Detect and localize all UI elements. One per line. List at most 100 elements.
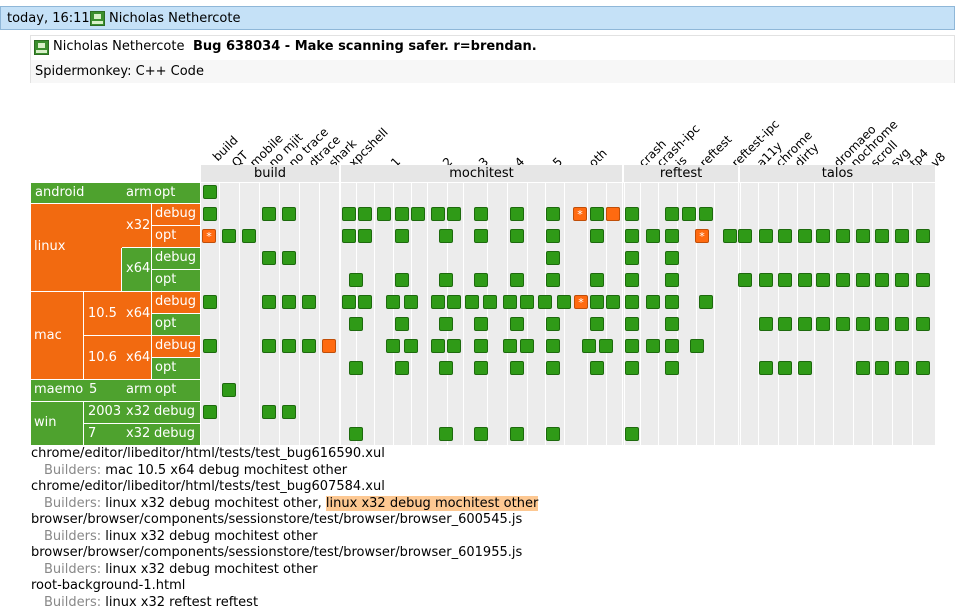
result-success[interactable] <box>203 339 217 353</box>
result-success[interactable] <box>510 361 524 375</box>
result-success[interactable] <box>738 273 752 287</box>
result-success[interactable] <box>439 361 453 375</box>
result-success[interactable] <box>875 273 889 287</box>
result-success[interactable] <box>798 361 812 375</box>
result-success[interactable] <box>646 339 660 353</box>
result-success[interactable] <box>875 317 889 331</box>
result-success[interactable] <box>759 361 773 375</box>
result-success[interactable] <box>665 317 679 331</box>
result-success[interactable] <box>625 427 639 441</box>
result-success[interactable] <box>439 229 453 243</box>
result-success[interactable] <box>875 361 889 375</box>
result-success[interactable] <box>262 339 276 353</box>
result-success[interactable] <box>395 229 409 243</box>
result-success[interactable] <box>282 207 296 221</box>
result-success[interactable] <box>386 295 400 309</box>
result-success[interactable] <box>222 383 236 397</box>
result-failure[interactable]: * <box>573 207 587 221</box>
result-success[interactable] <box>916 317 930 331</box>
result-success[interactable] <box>798 229 812 243</box>
result-success[interactable] <box>798 317 812 331</box>
result-success[interactable] <box>916 273 930 287</box>
result-success[interactable] <box>665 229 679 243</box>
result-success[interactable] <box>510 317 524 331</box>
result-failure[interactable] <box>322 339 336 353</box>
result-success[interactable] <box>262 295 276 309</box>
result-success[interactable] <box>606 295 620 309</box>
result-success[interactable] <box>520 295 534 309</box>
result-success[interactable] <box>358 229 372 243</box>
result-success[interactable] <box>916 229 930 243</box>
result-success[interactable] <box>625 207 639 221</box>
result-success[interactable] <box>342 229 356 243</box>
result-success[interactable] <box>465 295 479 309</box>
builder-link[interactable]: linux x32 reftest reftest <box>105 595 258 610</box>
result-success[interactable] <box>349 361 363 375</box>
result-success[interactable] <box>816 273 830 287</box>
result-success[interactable] <box>483 295 497 309</box>
result-success[interactable] <box>895 317 909 331</box>
result-success[interactable] <box>625 273 639 287</box>
result-success[interactable] <box>404 339 418 353</box>
result-success[interactable] <box>778 273 792 287</box>
result-success[interactable] <box>690 339 704 353</box>
result-success[interactable] <box>546 427 560 441</box>
commit-message[interactable]: Bug 638034 - Make scanning safer. r=bren… <box>193 39 537 54</box>
result-success[interactable] <box>856 273 870 287</box>
result-success[interactable] <box>582 339 596 353</box>
result-success[interactable] <box>377 207 391 221</box>
result-success[interactable] <box>431 207 445 221</box>
result-success[interactable] <box>439 317 453 331</box>
result-success[interactable] <box>836 229 850 243</box>
builder-link[interactable]: mac 10.5 x64 debug mochitest other <box>105 463 347 478</box>
result-success[interactable] <box>510 273 524 287</box>
result-success[interactable] <box>203 207 217 221</box>
result-success[interactable] <box>816 229 830 243</box>
builder-link[interactable]: linux x32 debug mochitest other, <box>105 496 322 511</box>
result-success[interactable] <box>665 273 679 287</box>
result-success[interactable] <box>546 361 560 375</box>
result-success[interactable] <box>203 185 217 199</box>
result-success[interactable] <box>386 339 400 353</box>
result-failure[interactable] <box>606 207 620 221</box>
result-success[interactable] <box>590 361 604 375</box>
result-success[interactable] <box>590 273 604 287</box>
result-success[interactable] <box>203 405 217 419</box>
result-success[interactable] <box>302 339 316 353</box>
result-success[interactable] <box>646 229 660 243</box>
result-success[interactable] <box>546 251 560 265</box>
result-success[interactable] <box>203 295 217 309</box>
result-success[interactable] <box>510 229 524 243</box>
result-success[interactable] <box>395 361 409 375</box>
result-success[interactable] <box>474 273 488 287</box>
result-success[interactable] <box>665 295 679 309</box>
result-failure[interactable]: * <box>695 229 709 243</box>
result-success[interactable] <box>503 295 517 309</box>
result-success[interactable] <box>856 317 870 331</box>
result-success[interactable] <box>590 317 604 331</box>
result-success[interactable] <box>474 339 488 353</box>
result-success[interactable] <box>625 317 639 331</box>
result-success[interactable] <box>395 273 409 287</box>
result-success[interactable] <box>759 317 773 331</box>
result-success[interactable] <box>699 207 713 221</box>
result-success[interactable] <box>474 317 488 331</box>
result-success[interactable] <box>520 339 534 353</box>
result-success[interactable] <box>759 229 773 243</box>
result-success[interactable] <box>625 339 639 353</box>
result-success[interactable] <box>625 361 639 375</box>
result-success[interactable] <box>665 251 679 265</box>
result-success[interactable] <box>625 295 639 309</box>
result-success[interactable] <box>599 339 613 353</box>
result-success[interactable] <box>590 207 604 221</box>
result-success[interactable] <box>439 273 453 287</box>
result-success[interactable] <box>447 295 461 309</box>
result-success[interactable] <box>546 339 560 353</box>
result-success[interactable] <box>474 427 488 441</box>
result-success[interactable] <box>474 229 488 243</box>
result-success[interactable] <box>723 229 737 243</box>
result-success[interactable] <box>262 251 276 265</box>
result-success[interactable] <box>699 295 713 309</box>
result-success[interactable] <box>474 361 488 375</box>
result-success[interactable] <box>349 273 363 287</box>
